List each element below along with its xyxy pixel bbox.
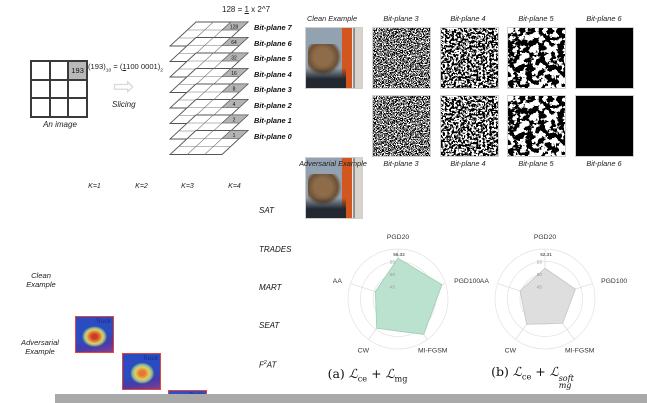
clean-bitplane4-image [440, 27, 499, 89]
svg-text:PGD100: PGD100 [454, 278, 480, 285]
bitplane-2-label: Bit-plane 2 [254, 100, 292, 110]
svg-text:CW: CW [505, 348, 517, 355]
adv-bitplane6-image [575, 95, 634, 157]
bit-weight-formula: 128 = 1 x 2^7 [222, 5, 271, 14]
clean-bitplane5-image [507, 27, 566, 89]
svg-text:128: 128 [230, 25, 239, 31]
clean-example-caption: Clean Example [26, 271, 56, 289]
col-header-k1: K=1 [88, 183, 101, 190]
col-header-k3: K=3 [181, 183, 194, 190]
bitplane-0-label: Bit-plane 0 [254, 131, 292, 141]
col-header-k2: K=2 [135, 183, 148, 190]
radar-a-caption: (a) ℒce + ℒmg [327, 366, 408, 384]
bitplane6-top-label: Bit-plane 6 [586, 14, 622, 23]
clean-bitplane3-image [372, 27, 431, 89]
col-header-k4: K=4 [228, 183, 241, 190]
adversarial-example-caption: Adversarial Example [21, 338, 59, 356]
adversarial-example-image [305, 157, 363, 219]
bitplane3-top-label: Bit-plane 3 [383, 14, 419, 23]
svg-text:56.32: 56.32 [393, 252, 405, 257]
bitplane-1-label: Bit-plane 1 [254, 116, 292, 125]
svg-text:50: 50 [390, 272, 396, 278]
bitplane-5-label: Bit-plane 5 [254, 54, 292, 63]
adv-bitplane5-image [507, 95, 566, 157]
svg-text:PGD20: PGD20 [534, 234, 557, 241]
bitplane3-bottom-label: Bit-plane 3 [383, 159, 419, 168]
adv-bitplane3-image [372, 95, 431, 157]
svg-text:MI-FGSM: MI-FGSM [418, 348, 448, 355]
svg-text:55: 55 [390, 260, 396, 266]
adv-bitplane4-image [440, 95, 499, 157]
bitplane5-top-label: Bit-plane 5 [518, 14, 554, 23]
svg-text:16: 16 [231, 71, 237, 77]
svg-text:AA: AA [333, 278, 343, 285]
pixel-grid: 193 [30, 60, 88, 118]
adversarial-example-label: Adversarial Example [299, 159, 367, 168]
row-label-f2at: F2AT [259, 360, 277, 370]
bitplane6-bottom-label: Bit-plane 6 [586, 159, 622, 168]
svg-text:55: 55 [537, 260, 543, 266]
bitplane5-bottom-label: Bit-plane 5 [518, 159, 554, 168]
svg-text:52.31: 52.31 [540, 252, 552, 257]
cam-cell: Truck [122, 353, 161, 390]
svg-text:64: 64 [231, 40, 237, 46]
bitplane-stack: 128 64 32 16 8 4 2 1 [169, 21, 249, 155]
svg-text:45: 45 [390, 285, 396, 291]
svg-text:50: 50 [537, 272, 543, 278]
bitplane-4-label: Bit-plane 4 [254, 69, 292, 79]
svg-text:CW: CW [358, 348, 370, 355]
row-label-seat: SEAT [259, 321, 280, 330]
svg-text:MI-FGSM: MI-FGSM [565, 348, 595, 355]
cam-cell: Truck [75, 316, 114, 353]
clean-example-image [305, 27, 363, 89]
pixel-value-cell: 193 [68, 61, 87, 80]
svg-text:2: 2 [233, 118, 236, 124]
row-label-trades: TRADES [259, 245, 292, 254]
an-image-caption: An image [43, 120, 77, 129]
row-label-mart: MART [259, 283, 282, 292]
bitplane-7-label: Bit-plane 7 [254, 23, 292, 32]
radar-chart-b: 45 50 55 52.31 PGD20 PGD100 MI-FGSM CW AA [480, 234, 628, 355]
slicing-label: Slicing [112, 100, 136, 109]
bitplane-6-label: Bit-plane 6 [254, 38, 292, 48]
svg-text:1: 1 [233, 133, 236, 139]
svg-text:8: 8 [233, 87, 236, 93]
svg-text:4: 4 [233, 102, 236, 108]
svg-text:AA: AA [480, 278, 490, 285]
bitplane-3-label: Bit-plane 3 [254, 85, 292, 94]
clean-bitplane6-image [575, 27, 634, 89]
svg-text:PGD20: PGD20 [387, 234, 410, 241]
radar-chart-a: 45 50 55 56.32 PGD20 PGD100 MI-FGSM CW AA [333, 234, 481, 355]
row-label-sat: SAT [259, 206, 274, 215]
slicing-arrow-icon: ⇨ [113, 71, 135, 101]
binary-formula: (193)10 = (1100 0001)2 [88, 62, 164, 74]
bottom-gray-bar [55, 394, 647, 403]
svg-text:45: 45 [537, 285, 543, 291]
clean-example-label: Clean Example [306, 14, 358, 23]
bitplane4-top-label: Bit-plane 4 [450, 14, 486, 23]
bitplane4-bottom-label: Bit-plane 4 [450, 159, 486, 168]
svg-text:32: 32 [231, 56, 237, 62]
svg-text:PGD100: PGD100 [601, 278, 627, 285]
